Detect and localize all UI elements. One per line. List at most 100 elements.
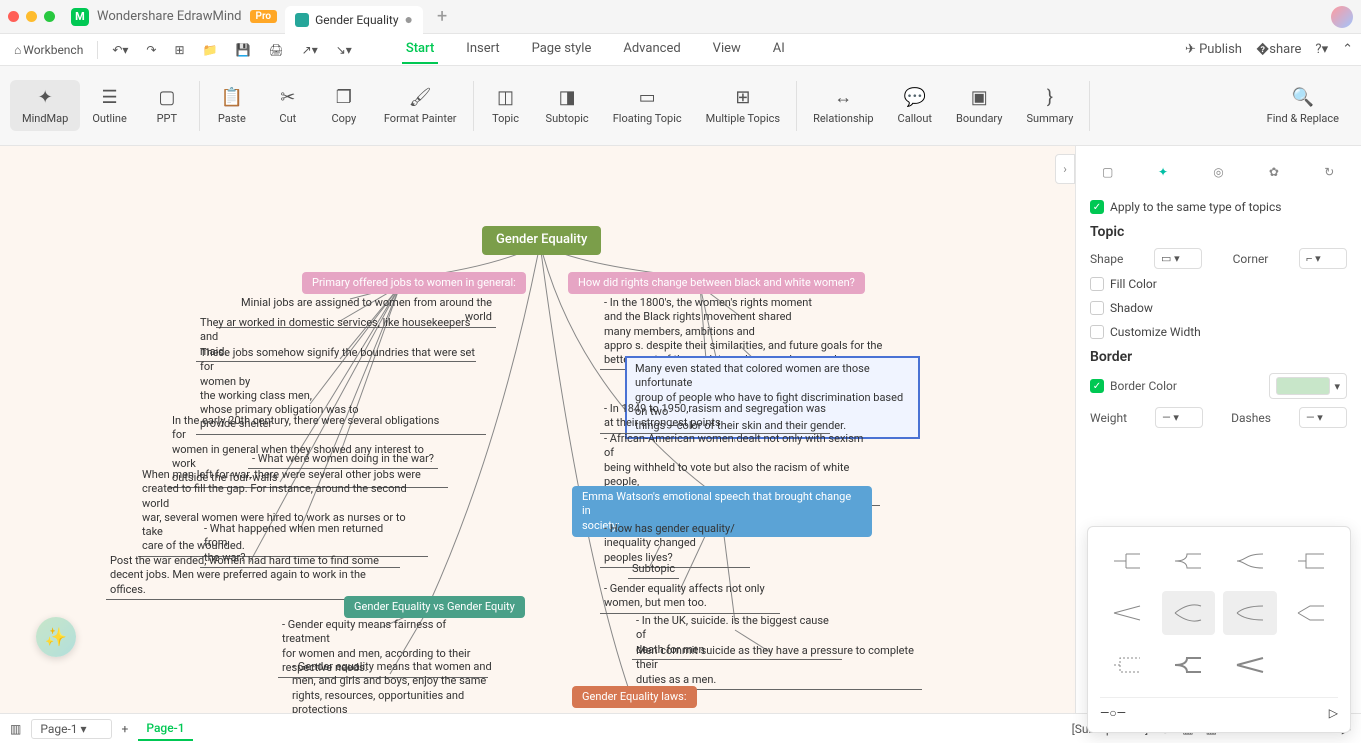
tab-ai[interactable]: AI <box>769 35 789 64</box>
cut-button[interactable]: ✂Cut <box>260 80 316 131</box>
summary-button[interactable]: }Summary <box>1014 80 1085 131</box>
minimize-window-button[interactable] <box>26 11 37 22</box>
shadow-checkbox[interactable]: Shadow <box>1090 301 1347 315</box>
boundary-button[interactable]: ▣Boundary <box>944 80 1014 131</box>
side-tab-history[interactable]: ↻ <box>1315 158 1343 186</box>
add-page-button[interactable]: + <box>122 722 129 736</box>
pro-badge: Pro <box>250 10 278 23</box>
new-button[interactable]: ⊞ <box>168 39 190 61</box>
sub-item-1[interactable]: - Gender equality means that women and m… <box>288 658 498 713</box>
branch-style-5[interactable] <box>1100 591 1154 635</box>
corner-dropdown[interactable]: ⌐ ▾ <box>1299 248 1347 269</box>
ppt-view-button[interactable]: ▢PPT <box>139 80 195 131</box>
weight-dropdown[interactable]: — ▾ <box>1155 407 1203 428</box>
mindmap-view-button[interactable]: ✦MindMap <box>10 80 80 131</box>
format-painter-button[interactable]: 🖌Format Painter <box>372 80 469 131</box>
branch-width-icon[interactable]: —○— <box>1100 706 1126 720</box>
branch-style-10[interactable] <box>1162 643 1216 687</box>
page-tab[interactable]: Page-1 <box>138 717 192 741</box>
user-avatar[interactable] <box>1331 6 1353 28</box>
maximize-window-button[interactable] <box>44 11 55 22</box>
import-button[interactable]: ↘▾ <box>330 39 358 61</box>
save-button[interactable]: 💾 <box>229 39 256 61</box>
branch-style-1[interactable] <box>1100 539 1154 583</box>
branch-r1-title[interactable]: How did rights change between black and … <box>568 272 865 294</box>
border-color-checkbox[interactable]: ✓ <box>1090 379 1104 393</box>
side-tab-icon[interactable]: ◎ <box>1204 158 1232 186</box>
menubar: ⌂ Workbench ↶▾ ↷ ⊞ 📁 💾 🖨 ↗▾ ↘▾ Start Ins… <box>0 34 1361 66</box>
customize-width-checkbox[interactable]: Customize Width <box>1090 325 1347 339</box>
quick-toolbar: ⌂ Workbench ↶▾ ↷ ⊞ 📁 💾 🖨 ↗▾ ↘▾ <box>8 39 358 61</box>
document-tab[interactable]: Gender Equality ● <box>285 6 423 34</box>
branch-style-6[interactable] <box>1162 591 1216 635</box>
close-window-button[interactable] <box>8 11 19 22</box>
tab-pagestyle[interactable]: Page style <box>528 35 596 64</box>
branch-style-9[interactable] <box>1100 643 1154 687</box>
branch-style-4[interactable] <box>1285 539 1339 583</box>
sidebar: ▢ ✦ ◎ ✿ ↻ ✓ Apply to the same type of to… <box>1075 146 1361 713</box>
dashes-dropdown[interactable]: — ▾ <box>1299 407 1347 428</box>
tab-start[interactable]: Start <box>402 35 438 64</box>
tab-view[interactable]: View <box>709 35 745 64</box>
callout-button[interactable]: 💬Callout <box>886 80 944 131</box>
fill-color-checkbox[interactable]: Fill Color <box>1090 277 1347 291</box>
r2-item-1[interactable]: Subtopic <box>628 560 679 579</box>
copy-button[interactable]: ❐Copy <box>316 80 372 131</box>
root-node[interactable]: Gender Equality <box>482 226 601 255</box>
tab-title: Gender Equality <box>315 13 398 27</box>
tab-advanced[interactable]: Advanced <box>619 35 684 64</box>
branch-style-3[interactable] <box>1223 539 1277 583</box>
side-tab-clipart[interactable]: ✿ <box>1260 158 1288 186</box>
shape-dropdown[interactable]: ▭ ▾ <box>1154 248 1202 269</box>
branch-style-popup: —○— ▷ <box>1087 526 1351 733</box>
sidebar-toggle[interactable]: › <box>1055 154 1075 184</box>
r2-item-2[interactable]: - Gender equality affects not only women… <box>600 580 780 614</box>
share-button[interactable]: �share share <box>1256 42 1301 57</box>
r2-item-4[interactable]: Men commit suicide as they have a pressu… <box>632 642 922 690</box>
collapse-ribbon-button[interactable]: ⌃ <box>1342 42 1353 57</box>
branch-left-title[interactable]: Primary offered jobs to women in general… <box>302 272 526 294</box>
relationship-button[interactable]: ↔Relationship <box>801 80 885 131</box>
export-button[interactable]: ↗▾ <box>296 39 324 61</box>
open-button[interactable]: 📁 <box>197 39 224 61</box>
section-topic: Topic <box>1090 224 1347 240</box>
multiple-topics-button[interactable]: ⊞Multiple Topics <box>694 80 792 131</box>
sub-branch-title[interactable]: Gender Equality vs Gender Equity <box>344 596 525 618</box>
floating-topic-button[interactable]: ▭Floating Topic <box>601 80 694 131</box>
branch-r3-title[interactable]: Gender Equality laws: <box>572 686 697 708</box>
help-button[interactable]: ?▾ <box>1315 42 1328 57</box>
subtopic-button[interactable]: ◨Subtopic <box>534 80 601 131</box>
apply-same-type-checkbox[interactable]: ✓ Apply to the same type of topics <box>1090 200 1347 214</box>
ai-icon: ✨ <box>45 627 67 648</box>
redo-button[interactable]: ↷ <box>140 39 162 61</box>
publish-button[interactable]: ✈ Publish <box>1185 42 1242 57</box>
menu-tabs: Start Insert Page style Advanced View AI <box>402 35 789 64</box>
page-dropdown[interactable]: Page-1 ▾ <box>31 719 111 739</box>
print-button[interactable]: 🖨 <box>262 39 289 61</box>
tab-insert[interactable]: Insert <box>462 35 503 64</box>
undo-button[interactable]: ↶▾ <box>106 39 134 61</box>
topic-button[interactable]: ◫Topic <box>478 80 534 131</box>
branch-style-7[interactable] <box>1223 591 1277 635</box>
window-controls <box>8 11 55 22</box>
find-replace-button[interactable]: 🔍Find & Replace <box>1255 80 1351 131</box>
outline-toggle[interactable]: ▥ <box>10 722 21 736</box>
canvas[interactable]: Gender Equality Primary offered jobs to … <box>0 146 1075 713</box>
section-border: Border <box>1090 349 1347 365</box>
branch-style-8[interactable] <box>1285 591 1339 635</box>
branch-taper-icon[interactable]: ▷ <box>1329 706 1338 720</box>
workbench-button[interactable]: ⌂ Workbench <box>8 39 89 61</box>
branch-style-2[interactable] <box>1162 539 1216 583</box>
add-tab-button[interactable]: + <box>437 6 447 27</box>
left-item-7[interactable]: Post the war ended, women had hard time … <box>106 552 396 600</box>
ai-fab-button[interactable]: ✨ <box>36 617 76 657</box>
r1-item-2[interactable]: - In 1849 to 1950,rasism and segregation… <box>600 400 830 434</box>
side-tab-style[interactable]: ▢ <box>1094 158 1122 186</box>
side-tab-theme[interactable]: ✦ <box>1149 158 1177 186</box>
branch-style-11[interactable] <box>1223 643 1277 687</box>
paste-button[interactable]: 📋Paste <box>204 80 260 131</box>
app-name: Wondershare EdrawMind <box>97 9 242 24</box>
outline-view-button[interactable]: ☰Outline <box>80 80 139 131</box>
border-color-dropdown[interactable]: ▾ <box>1269 373 1347 399</box>
menubar-right: ✈ Publish �share share ?▾ ⌃ <box>1185 42 1353 57</box>
